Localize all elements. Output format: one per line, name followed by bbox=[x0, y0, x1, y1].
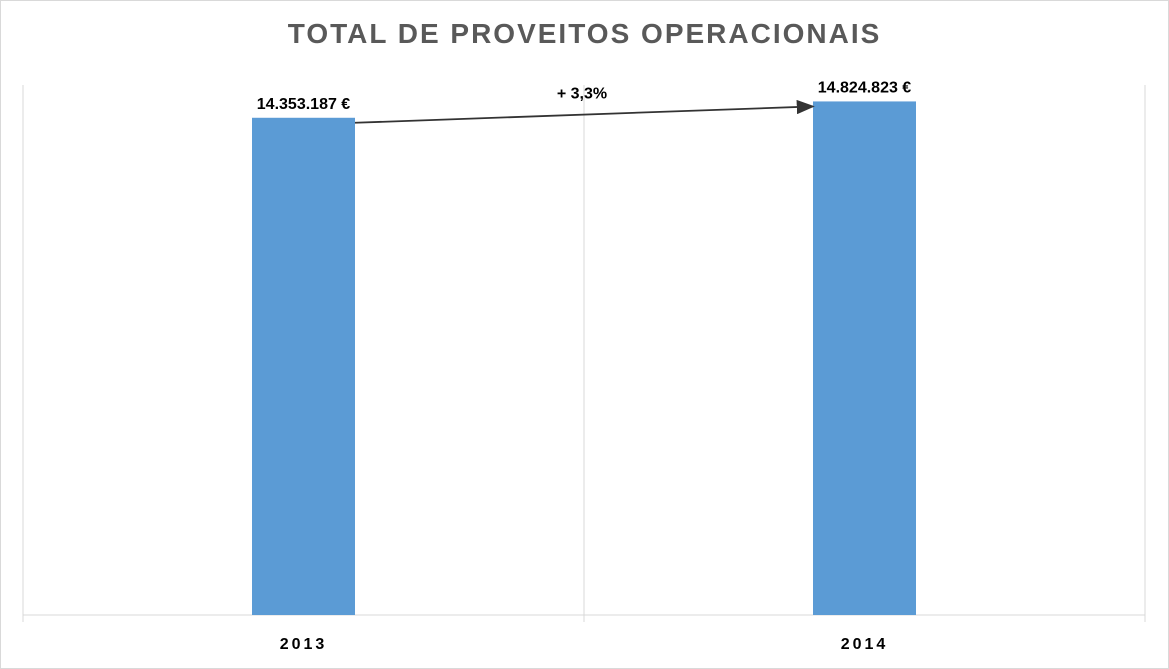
bar-2013 bbox=[252, 117, 355, 616]
data-label-2013: 14.353.187 € bbox=[257, 96, 351, 113]
x-tick-label-2014: 2014 bbox=[841, 636, 889, 653]
growth-annotation: + 3,3% bbox=[557, 85, 607, 102]
growth-arrow bbox=[354, 99, 815, 124]
data-label-2014: 14.824.823 € bbox=[818, 79, 912, 96]
x-tick-label-2013: 2013 bbox=[280, 636, 328, 653]
bar-2014 bbox=[813, 101, 916, 616]
chart-title: TOTAL DE PROVEITOS OPERACIONAIS bbox=[287, 18, 882, 49]
